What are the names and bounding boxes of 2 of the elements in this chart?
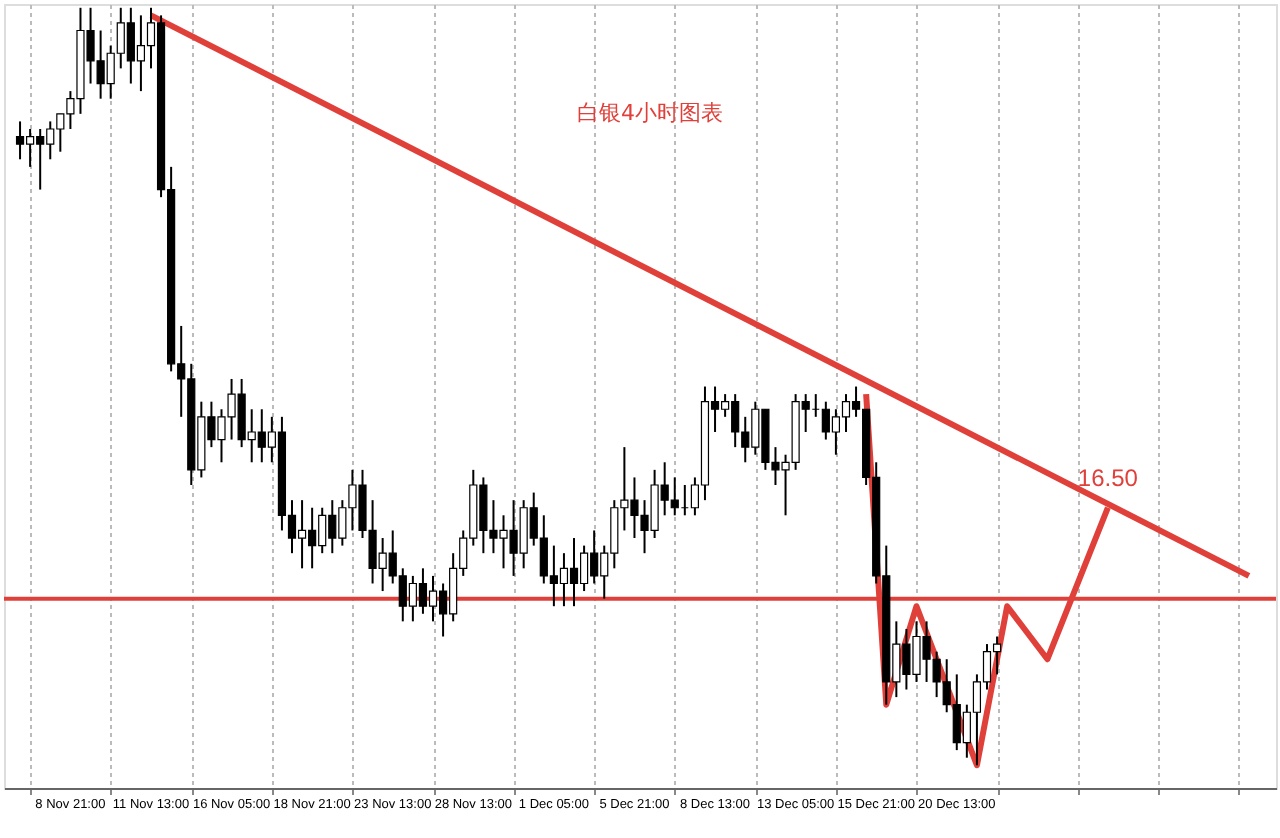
text: 白银4小时图表 bbox=[577, 100, 723, 126]
annotation: 16.50 bbox=[1077, 463, 1139, 492]
